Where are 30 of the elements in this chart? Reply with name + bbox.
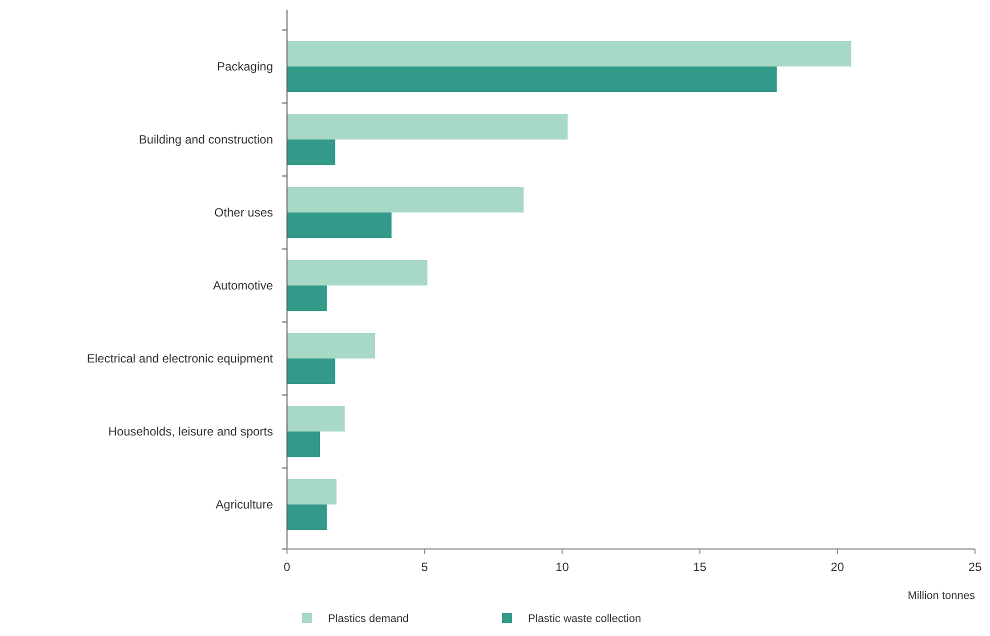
legend-label: Plastic waste collection (528, 612, 642, 625)
bar (287, 114, 568, 140)
bar (287, 260, 428, 286)
bar (287, 40, 852, 66)
bar (287, 432, 320, 458)
bar (287, 504, 327, 530)
x-tick-label: 25 (968, 560, 982, 574)
y-tick-label: Building and construction (138, 132, 273, 147)
bar (287, 140, 336, 166)
y-tick-label: Agriculture (216, 498, 274, 512)
bar (287, 66, 777, 92)
bar (287, 212, 392, 238)
bar (287, 406, 345, 432)
bar (287, 286, 327, 312)
x-tick-label: 20 (830, 560, 844, 574)
bar (287, 332, 376, 358)
y-tick-label: Electrical and electronic equipment (86, 352, 274, 366)
y-tick-label: Other uses (214, 206, 273, 220)
bar (287, 358, 336, 384)
x-tick-label: 5 (421, 560, 428, 574)
x-tick-label: 0 (284, 560, 291, 574)
legend-label: Plastics demand (328, 612, 409, 625)
bar (287, 478, 337, 504)
x-tick-label: 10 (556, 560, 570, 574)
x-tick-label: 15 (693, 560, 707, 574)
y-tick-label: Automotive (212, 278, 274, 293)
bar (287, 186, 524, 212)
y-tick-label: Households, leisure and sports (108, 424, 273, 439)
x-axis-title: Million tonnes (908, 590, 976, 602)
y-tick-label: Packaging (216, 60, 273, 74)
